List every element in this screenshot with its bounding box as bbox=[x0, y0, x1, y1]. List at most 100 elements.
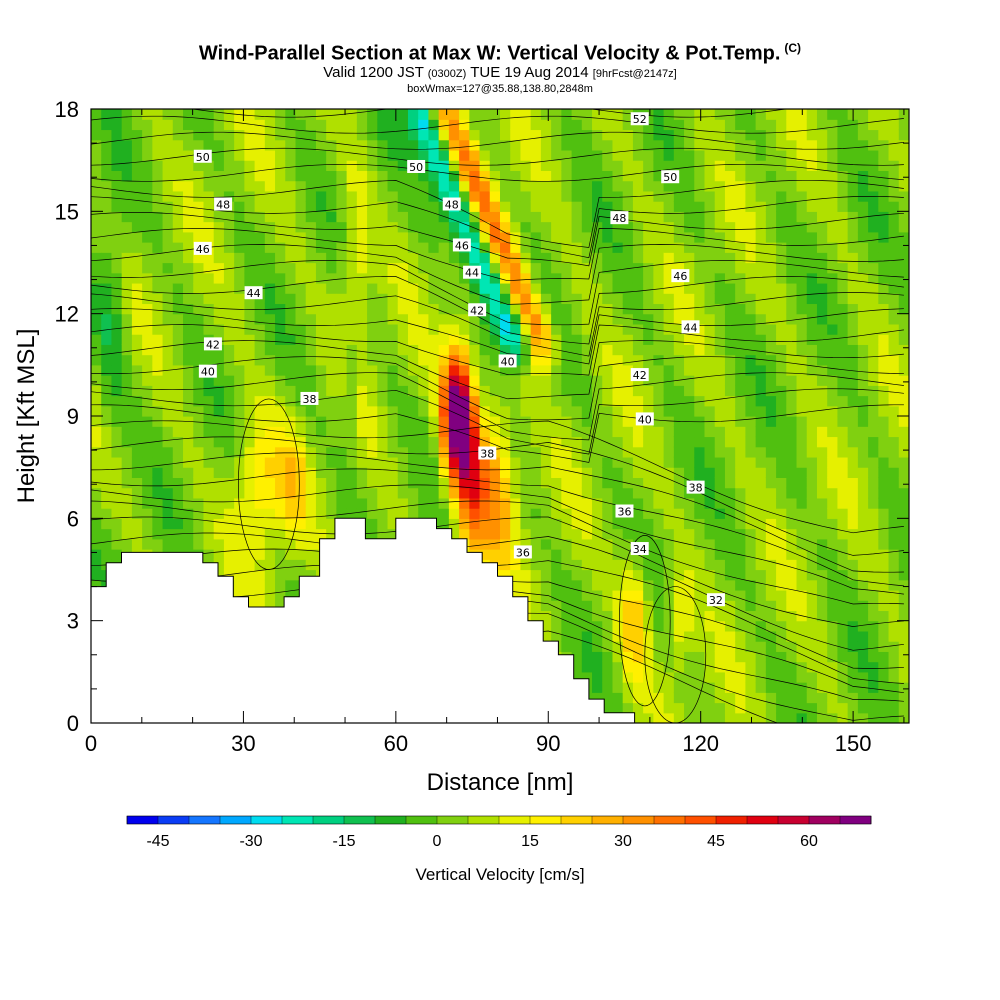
field-cell bbox=[510, 344, 522, 356]
field-cell bbox=[275, 313, 286, 325]
field-cell bbox=[581, 160, 593, 171]
field-cell bbox=[152, 344, 164, 356]
field-cell bbox=[530, 600, 542, 612]
field-cell bbox=[448, 446, 460, 458]
field-cell bbox=[162, 538, 174, 550]
field-cell bbox=[806, 293, 818, 305]
field-cell bbox=[377, 487, 389, 499]
contour-label: 38 bbox=[302, 393, 316, 406]
field-cell bbox=[101, 242, 113, 253]
field-cell bbox=[551, 160, 562, 171]
field-cell bbox=[315, 508, 327, 519]
field-cell bbox=[837, 436, 849, 448]
field-cell bbox=[315, 446, 327, 458]
field-cell bbox=[561, 282, 573, 294]
field-cell bbox=[479, 170, 491, 182]
field-cell bbox=[857, 702, 869, 714]
field-cell bbox=[622, 395, 634, 407]
field-cell bbox=[305, 528, 317, 540]
field-cell bbox=[776, 375, 787, 386]
field-cell bbox=[489, 119, 501, 131]
field-cell bbox=[592, 190, 603, 202]
field-cell bbox=[213, 405, 225, 417]
field-cell bbox=[152, 272, 164, 284]
field-cell bbox=[602, 610, 614, 622]
contour-label-bg bbox=[686, 480, 705, 494]
field-cell bbox=[735, 149, 747, 161]
field-cell bbox=[203, 139, 215, 151]
field-cell bbox=[571, 661, 583, 673]
field-cell bbox=[643, 180, 654, 192]
field-cell bbox=[663, 528, 675, 540]
field-cell bbox=[275, 518, 286, 530]
field-cell bbox=[101, 149, 113, 161]
field-cell bbox=[213, 497, 225, 509]
field-cell bbox=[837, 446, 849, 458]
field-cell bbox=[459, 211, 470, 223]
field-cell bbox=[847, 569, 859, 581]
field-cell bbox=[776, 518, 787, 530]
field-cell bbox=[183, 375, 194, 386]
field-cell bbox=[694, 221, 706, 233]
field-cell bbox=[530, 559, 542, 571]
field-cell bbox=[407, 313, 419, 325]
field-cell bbox=[183, 119, 194, 131]
field-cell bbox=[806, 334, 818, 345]
field-cell bbox=[91, 201, 102, 212]
field-cell bbox=[203, 375, 215, 386]
field-cell bbox=[735, 282, 747, 294]
field-cell bbox=[745, 385, 757, 397]
field-cell bbox=[213, 313, 225, 325]
field-cell bbox=[816, 354, 828, 366]
field-cell bbox=[857, 231, 869, 243]
field-cell bbox=[223, 508, 235, 519]
field-cell bbox=[285, 395, 297, 407]
field-cell bbox=[213, 477, 225, 489]
field-cell bbox=[868, 385, 879, 397]
field-cell bbox=[551, 569, 562, 581]
field-cell bbox=[418, 477, 430, 489]
field-cell bbox=[898, 702, 909, 714]
field-cell bbox=[827, 231, 839, 243]
field-cell bbox=[264, 344, 276, 356]
field-cell bbox=[213, 538, 225, 550]
field-cell bbox=[193, 334, 205, 345]
field-cell bbox=[91, 456, 102, 468]
field-cell bbox=[724, 139, 736, 151]
field-cell bbox=[418, 487, 430, 499]
field-cell bbox=[438, 313, 450, 325]
field-cell bbox=[295, 313, 307, 325]
field-cell bbox=[868, 641, 879, 652]
field-cell bbox=[203, 416, 215, 427]
field-cell bbox=[643, 190, 654, 202]
field-cell bbox=[602, 436, 614, 448]
y-tick-label: 3 bbox=[67, 609, 79, 634]
field-cell bbox=[592, 651, 603, 663]
field-cell bbox=[684, 364, 695, 376]
field-cell bbox=[878, 221, 890, 233]
field-cell bbox=[684, 456, 695, 468]
field-cell bbox=[592, 109, 603, 120]
field-cell bbox=[694, 252, 706, 264]
field-cell bbox=[193, 231, 205, 243]
field-cell bbox=[213, 119, 225, 131]
field-cell bbox=[755, 518, 767, 530]
field-cell bbox=[694, 405, 706, 417]
field-cell bbox=[285, 508, 297, 519]
field-cell bbox=[806, 119, 818, 131]
field-cell bbox=[295, 252, 307, 264]
field-cell bbox=[131, 119, 143, 131]
field-cell bbox=[663, 221, 675, 233]
field-cell bbox=[469, 282, 481, 294]
field-cell bbox=[857, 282, 869, 294]
field-cell bbox=[142, 129, 153, 141]
field-cell bbox=[878, 549, 890, 560]
field-cell bbox=[448, 334, 460, 345]
field-cell bbox=[714, 405, 726, 417]
field-cell bbox=[285, 579, 297, 591]
field-cell bbox=[581, 610, 593, 622]
field-cell bbox=[540, 170, 552, 182]
field-cell bbox=[183, 149, 194, 161]
field-cell bbox=[121, 375, 133, 386]
field-cell bbox=[131, 149, 143, 161]
